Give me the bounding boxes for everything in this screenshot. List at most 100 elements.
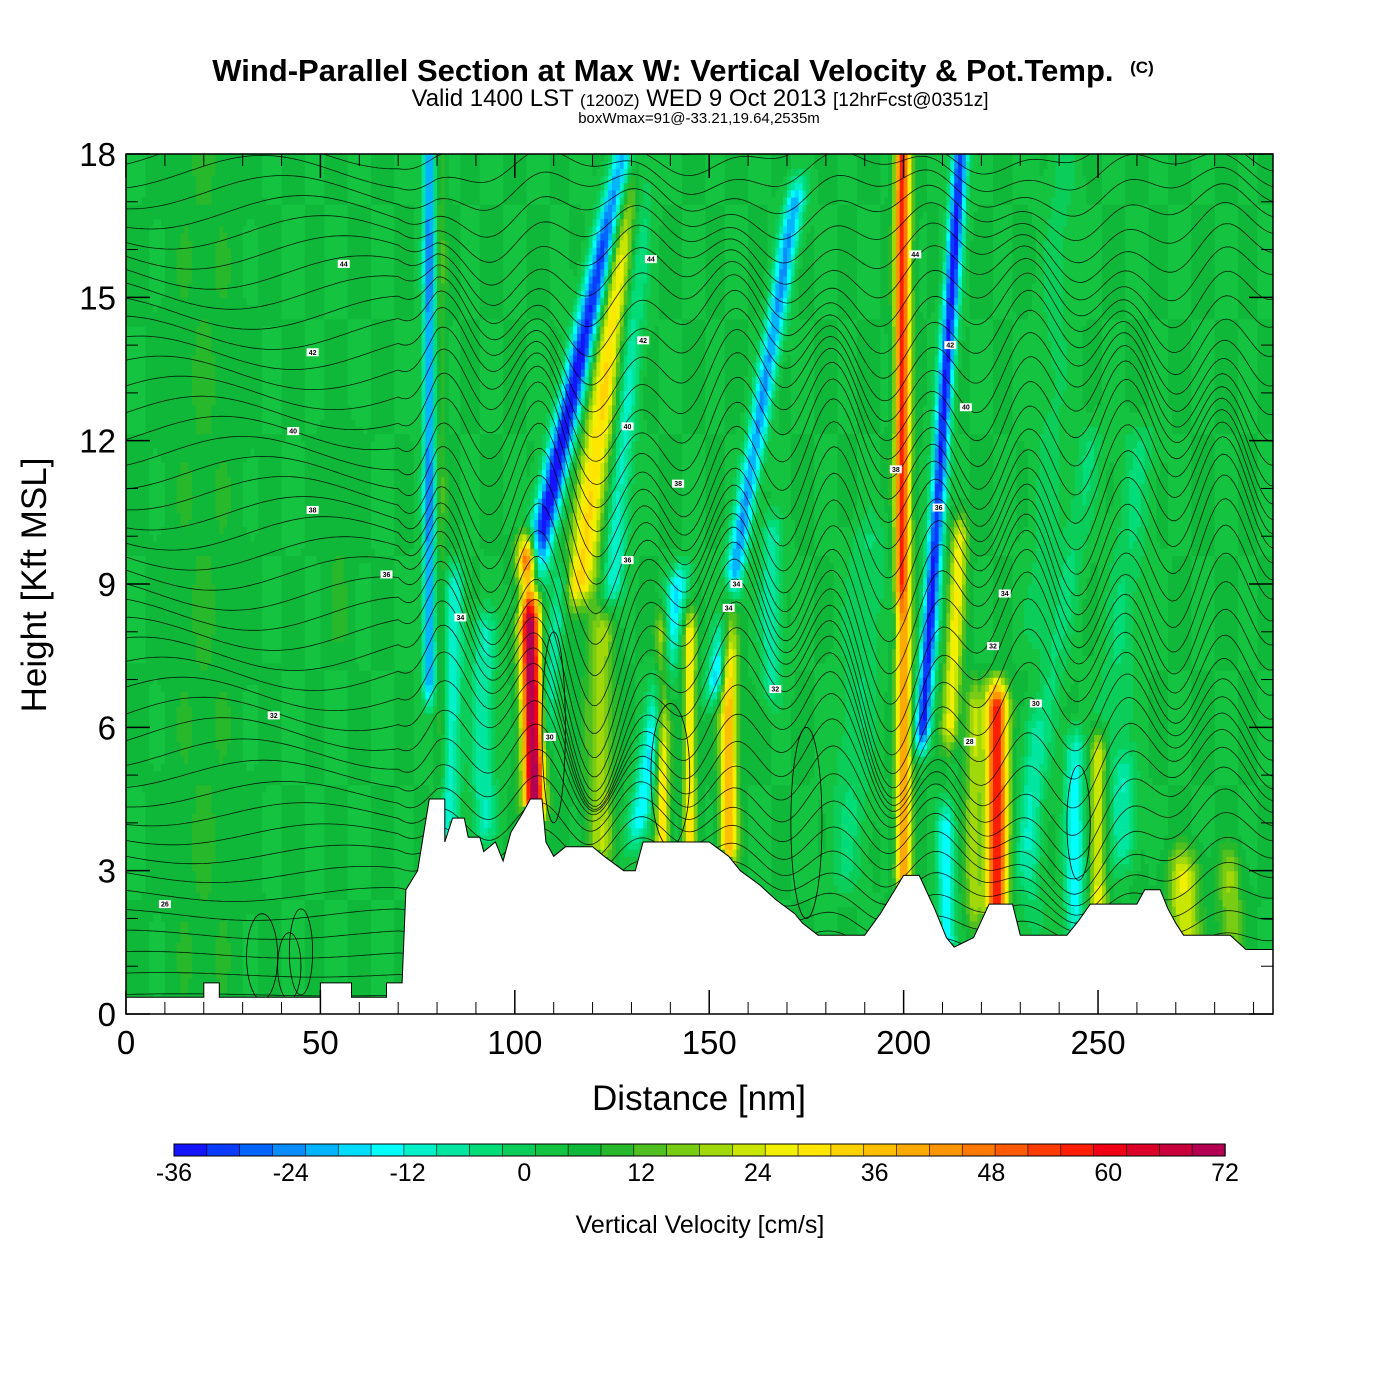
velocity-cell <box>716 684 722 693</box>
velocity-cell <box>538 512 543 521</box>
velocity-cell <box>942 756 947 786</box>
velocity-cell <box>798 784 804 900</box>
velocity-cell <box>981 662 986 671</box>
velocity-cell <box>1249 204 1255 320</box>
velocity-cell <box>891 526 897 592</box>
velocity-cell <box>845 318 850 435</box>
velocity-cell <box>398 318 403 435</box>
velocity-cell <box>938 440 944 463</box>
velocity-cell <box>332 641 337 671</box>
velocity-cell <box>767 333 773 356</box>
velocity-cell <box>771 261 776 270</box>
velocity-cell <box>440 476 446 513</box>
velocity-cell <box>565 361 570 370</box>
velocity-cell <box>1234 154 1239 205</box>
contour-label: 32 <box>989 644 997 651</box>
velocity-cell <box>938 512 944 528</box>
velocity-cell <box>662 612 668 621</box>
velocity-cell <box>1156 863 1161 893</box>
velocity-cell <box>538 569 543 578</box>
velocity-cell <box>849 555 854 786</box>
velocity-cell <box>775 505 780 521</box>
velocity-cell <box>682 204 687 320</box>
velocity-cell <box>915 627 920 657</box>
velocity-cell <box>615 225 621 234</box>
velocity-cell <box>1000 691 1006 700</box>
velocity-cell <box>584 698 590 750</box>
velocity-cell <box>1265 784 1270 900</box>
velocity-cell <box>1164 154 1169 205</box>
velocity-cell <box>612 619 617 865</box>
velocity-cell <box>876 318 881 435</box>
contour-label: 38 <box>892 467 900 474</box>
velocity-cell <box>942 455 947 470</box>
velocity-cell <box>1039 763 1045 800</box>
velocity-cell <box>1140 204 1146 320</box>
velocity-cell <box>608 619 613 635</box>
velocity-cell <box>771 354 776 363</box>
velocity-cell <box>627 175 633 184</box>
velocity-cell <box>561 490 566 499</box>
velocity-cell <box>732 634 738 650</box>
velocity-cell <box>1222 863 1227 908</box>
velocity-cell <box>1226 892 1231 936</box>
velocity-cell <box>833 318 839 435</box>
velocity-cell <box>612 168 617 177</box>
velocity-cell <box>1016 204 1021 320</box>
velocity-cell <box>996 684 1002 693</box>
velocity-cell <box>223 992 228 1001</box>
velocity-cell <box>534 605 539 614</box>
velocity-cell <box>1117 899 1122 908</box>
velocity-cell <box>942 684 947 714</box>
velocity-cell <box>1140 154 1146 205</box>
velocity-cell <box>604 505 609 521</box>
velocity-cell <box>596 283 601 291</box>
velocity-cell <box>650 791 656 807</box>
velocity-cell <box>942 598 947 628</box>
velocity-cell <box>938 569 944 585</box>
velocity-cell <box>600 340 605 349</box>
velocity-cell <box>678 555 683 564</box>
velocity-cell <box>1098 727 1103 736</box>
velocity-cell <box>542 455 547 463</box>
velocity-cell <box>526 318 531 442</box>
velocity-cell <box>269 784 275 900</box>
velocity-cell <box>409 670 415 786</box>
velocity-cell <box>1024 318 1029 449</box>
velocity-cell <box>386 899 391 986</box>
velocity-cell <box>553 154 559 205</box>
velocity-cell <box>938 318 944 334</box>
velocity-cell <box>806 670 811 786</box>
velocity-cell <box>1004 433 1010 556</box>
velocity-cell <box>678 318 683 435</box>
velocity-cell <box>1051 756 1056 814</box>
velocity-cell <box>577 333 582 341</box>
velocity-cell <box>705 670 710 700</box>
velocity-cell <box>526 684 531 721</box>
contour-label-box <box>909 250 922 259</box>
velocity-cell <box>950 541 955 564</box>
velocity-cell <box>1113 662 1119 757</box>
velocity-cell <box>958 741 963 893</box>
velocity-cell <box>211 154 217 177</box>
velocity-cell <box>977 885 982 908</box>
velocity-cell <box>786 182 792 191</box>
velocity-cell <box>588 569 594 585</box>
plot-area: 4442403836343226444240383634324442403836… <box>126 154 1273 1014</box>
velocity-cell <box>565 455 570 463</box>
velocity-cell <box>837 204 843 320</box>
velocity-cell <box>619 232 625 241</box>
velocity-cell <box>689 154 695 205</box>
velocity-cell <box>1070 713 1076 721</box>
velocity-cell <box>942 806 947 814</box>
velocity-cell <box>1230 842 1235 850</box>
velocity-cell <box>716 698 722 707</box>
velocity-cell <box>1000 433 1006 556</box>
velocity-cell <box>1074 727 1080 736</box>
velocity-cell <box>126 326 131 435</box>
velocity-cell <box>701 677 706 707</box>
velocity-cell <box>215 935 220 979</box>
velocity-cell <box>720 612 726 621</box>
velocity-cell <box>370 784 376 900</box>
velocity-cell <box>853 834 858 886</box>
